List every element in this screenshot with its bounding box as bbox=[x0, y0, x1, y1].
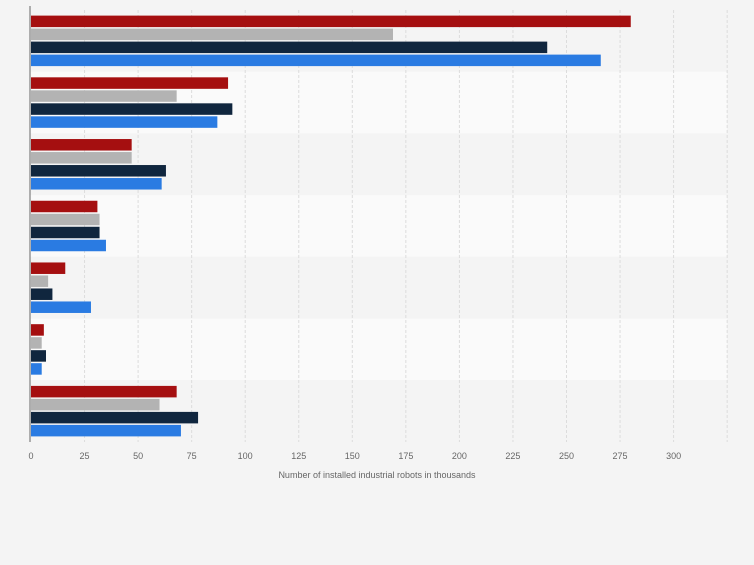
bar bbox=[31, 152, 132, 164]
bar bbox=[31, 363, 42, 375]
bar bbox=[31, 301, 91, 313]
bar bbox=[31, 54, 601, 67]
bar bbox=[31, 350, 46, 362]
bar bbox=[31, 385, 177, 398]
bar bbox=[31, 275, 49, 287]
bar bbox=[31, 15, 631, 28]
gridlines bbox=[84, 10, 728, 442]
x-tick-label: 175 bbox=[398, 451, 413, 461]
bar bbox=[31, 213, 100, 226]
bar bbox=[31, 116, 218, 128]
bar bbox=[31, 411, 199, 424]
bar bbox=[31, 90, 177, 102]
x-tick-label: 75 bbox=[187, 451, 197, 461]
bar bbox=[31, 165, 166, 177]
bar bbox=[31, 41, 548, 54]
x-tick-label: 125 bbox=[291, 451, 306, 461]
bar bbox=[31, 28, 393, 41]
bar bbox=[31, 200, 98, 213]
bar bbox=[31, 103, 233, 115]
x-tick-label: 100 bbox=[238, 451, 253, 461]
bar bbox=[31, 239, 106, 252]
bar bbox=[31, 337, 42, 349]
category-band bbox=[30, 195, 727, 257]
x-tick-label: 50 bbox=[133, 451, 143, 461]
x-tick-label: 225 bbox=[505, 451, 520, 461]
category-band bbox=[30, 318, 727, 381]
bar bbox=[31, 178, 162, 190]
x-tick-label: 25 bbox=[80, 451, 90, 461]
x-tick-label: 250 bbox=[559, 451, 574, 461]
x-tick-label: 200 bbox=[452, 451, 467, 461]
bars bbox=[31, 15, 631, 437]
bar bbox=[31, 262, 66, 274]
x-tick-labels: 0 25 50 75 100 125 150 175 200 225 250 275 300 bbox=[28, 451, 681, 461]
x-tick-label: 275 bbox=[613, 451, 628, 461]
bar bbox=[31, 398, 160, 411]
bar bbox=[31, 139, 132, 151]
x-tick-label: 300 bbox=[666, 451, 681, 461]
x-axis-label: Number of installed industrial robots in… bbox=[278, 470, 476, 480]
bar bbox=[31, 324, 44, 336]
bar bbox=[31, 226, 100, 239]
bar bbox=[31, 77, 229, 89]
category-band bbox=[30, 256, 727, 319]
category-bands bbox=[30, 10, 727, 442]
bar bbox=[31, 288, 53, 300]
x-tick-label: 0 bbox=[28, 451, 33, 461]
bar bbox=[31, 424, 181, 437]
x-tick-label: 150 bbox=[345, 451, 360, 461]
